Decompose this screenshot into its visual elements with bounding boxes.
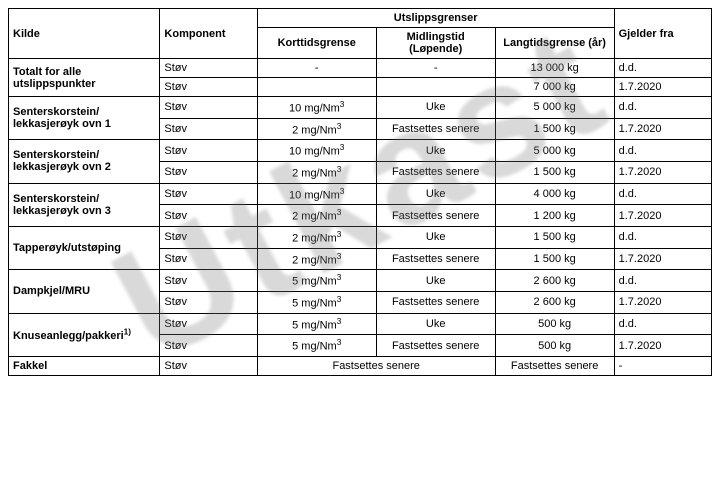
cell-kilde: Tapperøyk/utstøping — [9, 226, 160, 269]
cell-mid — [376, 78, 495, 97]
cell-kort — [257, 78, 376, 97]
col-korttid: Korttidsgrense — [257, 28, 376, 59]
table-row: Fakkel Støv Fastsettes senere Fastsettes… — [9, 356, 712, 375]
cell-gj: d.d. — [614, 270, 711, 292]
cell-komp: Støv — [160, 356, 257, 375]
cell-lang: 7 000 kg — [495, 78, 614, 97]
cell-mid: Fastsettes senere — [376, 118, 495, 140]
cell-kort: - — [257, 59, 376, 78]
table-row: Senterskorstein/ lekkasjerøyk ovn 2 Støv… — [9, 140, 712, 162]
cell-kort: 5 mg/Nm3 — [257, 291, 376, 313]
col-komponent: Komponent — [160, 9, 257, 59]
cell-lang: Fastsettes senere — [495, 356, 614, 375]
col-kilde: Kilde — [9, 9, 160, 59]
cell-mid: Uke — [376, 140, 495, 162]
cell-komp: Støv — [160, 97, 257, 119]
cell-mid: Uke — [376, 313, 495, 335]
cell-komp: Støv — [160, 291, 257, 313]
cell-kort: 5 mg/Nm3 — [257, 270, 376, 292]
cell-lang: 1 500 kg — [495, 161, 614, 183]
cell-mid: Fastsettes senere — [376, 161, 495, 183]
cell-komp: Støv — [160, 313, 257, 335]
table-row: Totalt for alle utslippspunkter Støv - -… — [9, 59, 712, 78]
cell-komp: Støv — [160, 183, 257, 205]
cell-kort: 2 mg/Nm3 — [257, 205, 376, 227]
cell-kilde: Senterskorstein/ lekkasjerøyk ovn 2 — [9, 140, 160, 183]
cell-gj: d.d. — [614, 183, 711, 205]
cell-kort: 10 mg/Nm3 — [257, 140, 376, 162]
cell-komp: Støv — [160, 118, 257, 140]
cell-gj: 1.7.2020 — [614, 78, 711, 97]
cell-gj: d.d. — [614, 313, 711, 335]
cell-lang: 2 600 kg — [495, 291, 614, 313]
cell-kilde: Totalt for alle utslippspunkter — [9, 59, 160, 97]
cell-komp: Støv — [160, 59, 257, 78]
cell-lang: 1 500 kg — [495, 248, 614, 270]
cell-mid: Uke — [376, 97, 495, 119]
cell-lang: 500 kg — [495, 313, 614, 335]
cell-mid: Fastsettes senere — [376, 291, 495, 313]
cell-komp: Støv — [160, 78, 257, 97]
cell-lang: 500 kg — [495, 335, 614, 357]
cell-gj: d.d. — [614, 226, 711, 248]
cell-kilde: Senterskorstein/ lekkasjerøyk ovn 1 — [9, 97, 160, 140]
cell-komp: Støv — [160, 248, 257, 270]
cell-kilde: Senterskorstein/ lekkasjerøyk ovn 3 — [9, 183, 160, 226]
cell-komp: Støv — [160, 205, 257, 227]
cell-kort: 5 mg/Nm3 — [257, 313, 376, 335]
cell-gj: 1.7.2020 — [614, 118, 711, 140]
cell-lang: 1 500 kg — [495, 118, 614, 140]
cell-gj: d.d. — [614, 140, 711, 162]
cell-kort: 10 mg/Nm3 — [257, 183, 376, 205]
table-row: Knuseanlegg/pakkeri1) Støv 5 mg/Nm3 Uke … — [9, 313, 712, 335]
cell-lang: 2 600 kg — [495, 270, 614, 292]
table-row: Dampkjel/MRU Støv 5 mg/Nm3 Uke 2 600 kg … — [9, 270, 712, 292]
cell-lang: 1 500 kg — [495, 226, 614, 248]
cell-komp: Støv — [160, 335, 257, 357]
cell-mid: Uke — [376, 270, 495, 292]
header-row-1: Kilde Komponent Utslippsgrenser Gjelder … — [9, 9, 712, 28]
cell-mid: Fastsettes senere — [376, 335, 495, 357]
cell-kort: 2 mg/Nm3 — [257, 118, 376, 140]
cell-kort: 2 mg/Nm3 — [257, 226, 376, 248]
cell-gj: 1.7.2020 — [614, 248, 711, 270]
cell-lang: 5 000 kg — [495, 97, 614, 119]
cell-kort: 5 mg/Nm3 — [257, 335, 376, 357]
cell-komp: Støv — [160, 161, 257, 183]
col-utslippsgrenser: Utslippsgrenser — [257, 9, 614, 28]
cell-komp: Støv — [160, 270, 257, 292]
table-row: Senterskorstein/ lekkasjerøyk ovn 3 Støv… — [9, 183, 712, 205]
cell-kilde: Knuseanlegg/pakkeri1) — [9, 313, 160, 356]
cell-gj: 1.7.2020 — [614, 205, 711, 227]
cell-mid: Fastsettes senere — [376, 205, 495, 227]
cell-kilde: Fakkel — [9, 356, 160, 375]
cell-lang: 5 000 kg — [495, 140, 614, 162]
cell-mid: Fastsettes senere — [376, 248, 495, 270]
cell-mid: Uke — [376, 226, 495, 248]
cell-mid: - — [376, 59, 495, 78]
cell-kort: 2 mg/Nm3 — [257, 161, 376, 183]
cell-lang: 4 000 kg — [495, 183, 614, 205]
cell-komp: Støv — [160, 226, 257, 248]
cell-gj: - — [614, 356, 711, 375]
cell-gj: 1.7.2020 — [614, 161, 711, 183]
cell-gj: 1.7.2020 — [614, 335, 711, 357]
cell-mid: Uke — [376, 183, 495, 205]
cell-kilde: Dampkjel/MRU — [9, 270, 160, 313]
table-row: Tapperøyk/utstøping Støv 2 mg/Nm3 Uke 1 … — [9, 226, 712, 248]
cell-mid: Fastsettes senere — [257, 356, 495, 375]
cell-lang: 1 200 kg — [495, 205, 614, 227]
cell-gj: d.d. — [614, 97, 711, 119]
emissions-table: Kilde Komponent Utslippsgrenser Gjelder … — [8, 8, 712, 376]
cell-kort: 2 mg/Nm3 — [257, 248, 376, 270]
cell-komp: Støv — [160, 140, 257, 162]
col-gjelder: Gjelder fra — [614, 9, 711, 59]
table-row: Senterskorstein/ lekkasjerøyk ovn 1 Støv… — [9, 97, 712, 119]
col-midling: Midlingstid (Løpende) — [376, 28, 495, 59]
col-langtid: Langtidsgrense (år) — [495, 28, 614, 59]
cell-lang: 13 000 kg — [495, 59, 614, 78]
cell-kort: 10 mg/Nm3 — [257, 97, 376, 119]
cell-gj: 1.7.2020 — [614, 291, 711, 313]
cell-gj: d.d. — [614, 59, 711, 78]
